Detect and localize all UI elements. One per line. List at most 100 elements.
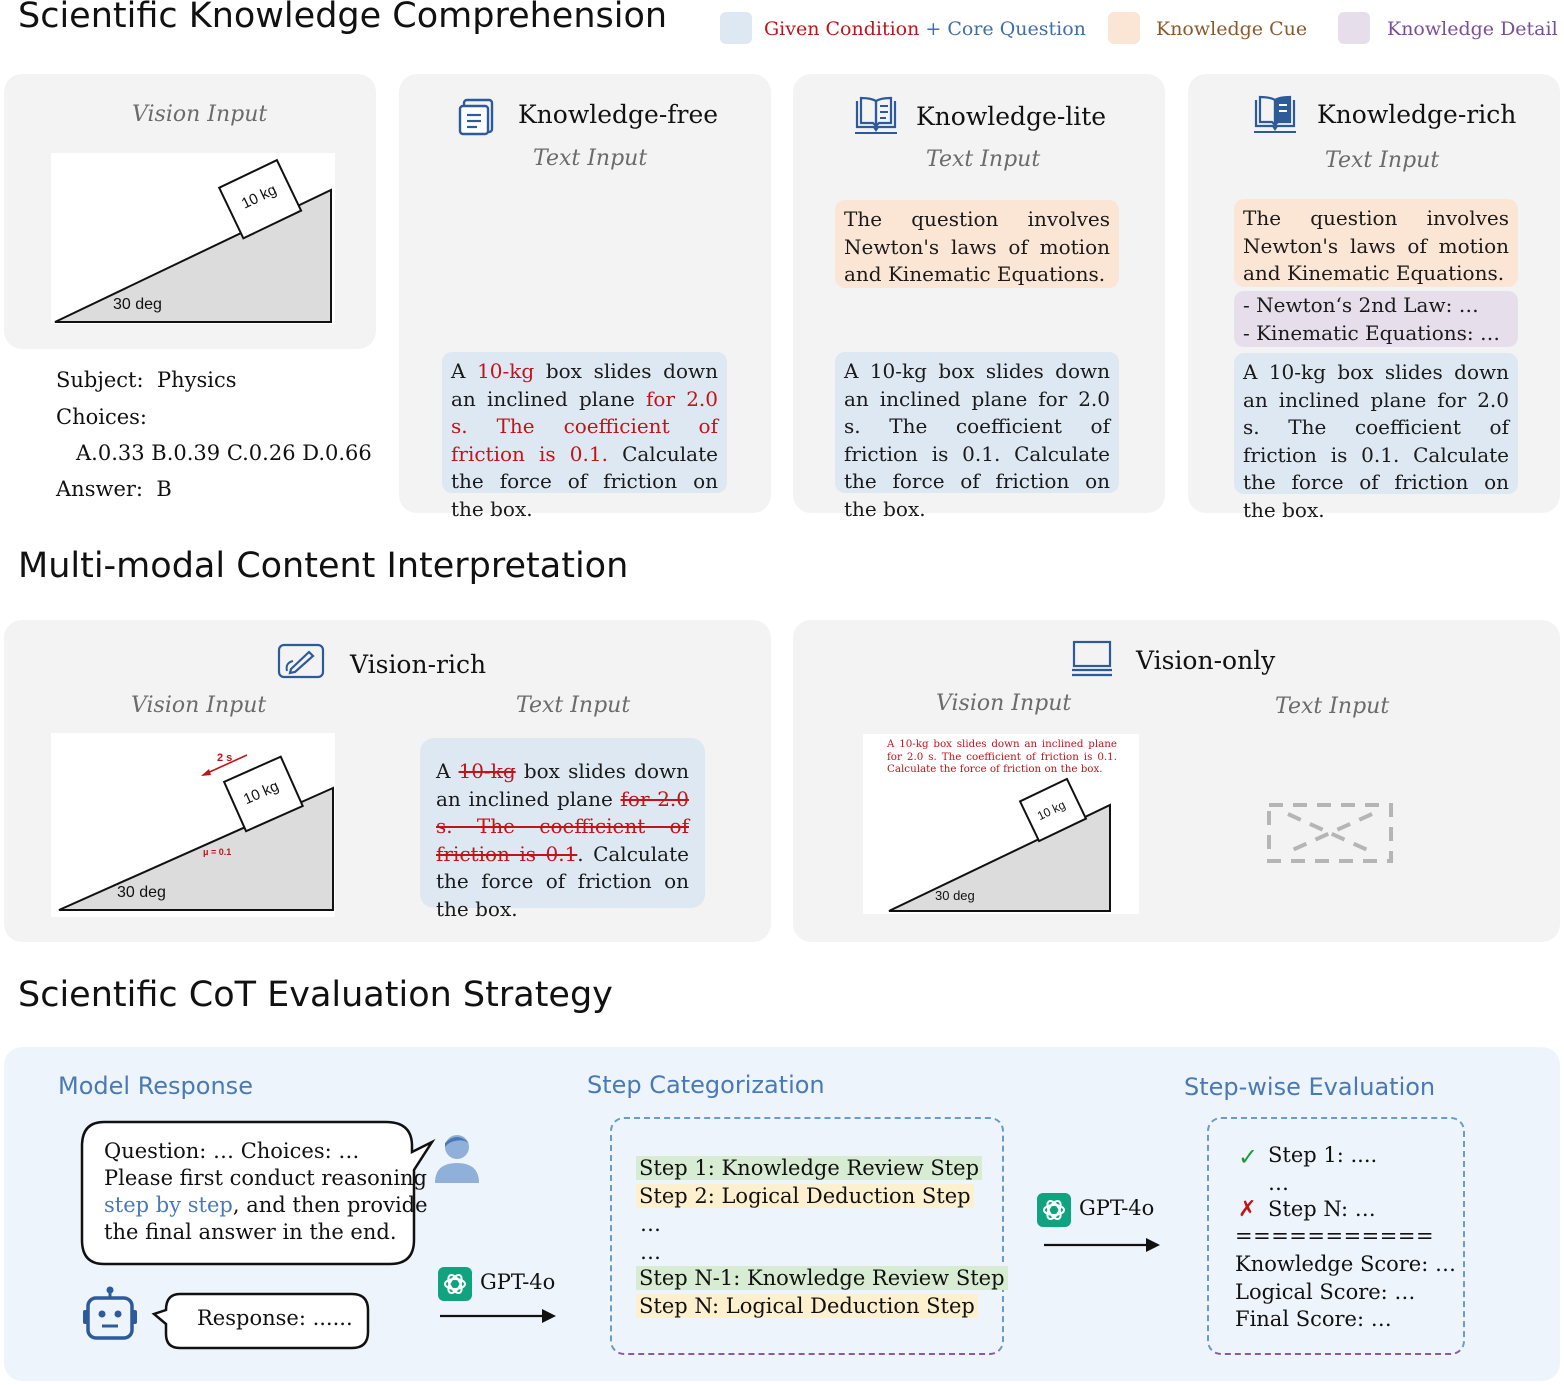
struck-time-friction: for 2.0 s. The coefficient of friction i… bbox=[436, 786, 689, 866]
step1-line: Step 1: Knowledge Review Step bbox=[636, 1156, 983, 1180]
eval-ellipsis: … bbox=[1268, 1171, 1289, 1195]
legend-given-condition: Given Condition bbox=[764, 18, 920, 40]
knowledge-lite-question: A 10-kg box slides down an inclined plan… bbox=[835, 352, 1119, 521]
choices-label: Choices: bbox=[56, 405, 147, 429]
knowledge-rich-title: Knowledge-rich bbox=[1317, 100, 1517, 129]
robot-icon bbox=[83, 1286, 137, 1340]
vision-only-diagram: 10 kg 30 deg bbox=[888, 777, 1111, 912]
knowledge-lite-title: Knowledge-lite bbox=[916, 102, 1107, 131]
model-response-title: Model Response bbox=[58, 1072, 253, 1100]
vision-rich-title: Vision-rich bbox=[350, 650, 487, 679]
angle-label: 30 deg bbox=[113, 296, 162, 313]
incline-diagram: 10 kg 30 deg bbox=[54, 158, 332, 323]
knowledge-rich-question: A 10-kg box slides down an inclined plan… bbox=[1234, 353, 1518, 522]
embedded-question-text: A 10-kg box slides down an inclined plan… bbox=[887, 738, 1117, 775]
no-text-icon bbox=[1267, 803, 1393, 863]
open-book-icon bbox=[855, 96, 897, 134]
incline-figure: 10 kg 30 deg bbox=[51, 153, 335, 324]
prompt-line4: the final answer in the end. bbox=[104, 1220, 397, 1244]
legend-swatch-orange bbox=[1108, 12, 1140, 44]
vision-rich-question: A 10-kg box slides down an inclined plan… bbox=[420, 738, 705, 921]
vision-only-text-input-label: Text Input bbox=[1275, 694, 1390, 719]
section-title-multimodal: Multi-modal Content Interpretation bbox=[18, 546, 629, 586]
cross-icon: ✗ bbox=[1238, 1197, 1257, 1222]
knowledge-rich-cue: The question involves Newton's laws of m… bbox=[1234, 199, 1518, 287]
step2-line: Step 2: Logical Deduction Step bbox=[636, 1184, 974, 1208]
box-10kg bbox=[1018, 777, 1088, 843]
stepwise-evaluation-title: Step-wise Evaluation bbox=[1184, 1073, 1436, 1101]
knowledge-score: Knowledge Score: … bbox=[1235, 1252, 1456, 1276]
given-mass: 10-kg bbox=[477, 359, 535, 383]
ellipsis-2: … bbox=[640, 1240, 661, 1264]
stepwise-evaluation-box bbox=[1207, 1117, 1465, 1355]
section-title-knowledge: Scientific Knowledge Comprehension bbox=[18, 0, 668, 36]
gpt-label-2: GPT-4o bbox=[1079, 1196, 1155, 1220]
ellipsis-1: … bbox=[640, 1212, 661, 1236]
answer-line: Answer: B bbox=[56, 477, 172, 501]
given-time-friction: for 2.0 s. The coefficient of friction i… bbox=[451, 386, 718, 466]
legend-given-core: Given Condition + Core Question bbox=[764, 18, 1086, 40]
step-by-step-text: step by step bbox=[104, 1193, 233, 1217]
subject-value: Physics bbox=[156, 368, 237, 392]
gpt-label-1: GPT-4o bbox=[480, 1270, 556, 1294]
knowledge-lite-text-input-label: Text Input bbox=[926, 147, 1041, 172]
monitor-icon bbox=[1072, 640, 1112, 677]
step-categorization-box bbox=[610, 1117, 1004, 1355]
legend-swatch-blue bbox=[720, 12, 752, 44]
response-bubble bbox=[151, 1292, 370, 1350]
logical-score: Logical Score: … bbox=[1235, 1280, 1416, 1304]
vision-only-vision-input-label: Vision Input bbox=[936, 691, 1072, 716]
knowledge-free-text-input-label: Text Input bbox=[533, 146, 648, 171]
choices-value: A.0.33 B.0.39 C.0.26 D.0.66 bbox=[76, 441, 372, 465]
motion-arrow bbox=[202, 754, 248, 776]
arrow-to-evaluation bbox=[1044, 1238, 1160, 1252]
stepn-line: Step N: Logical Deduction Step bbox=[636, 1294, 978, 1318]
detail-kinematic: - Kinematic Equations: … bbox=[1243, 320, 1500, 345]
response-text: Response: ...... bbox=[197, 1306, 353, 1330]
vision-rich-figure: 10 kg 2 s μ = 0.1 30 deg bbox=[51, 733, 335, 917]
book-icon bbox=[1254, 95, 1296, 133]
struck-mass: 10-kg bbox=[458, 759, 516, 783]
legend-swatch-purple bbox=[1338, 12, 1370, 44]
knowledge-rich-text-input-label: Text Input bbox=[1325, 148, 1440, 173]
legend-knowledge-detail: Knowledge Detail bbox=[1387, 18, 1558, 40]
eval-step1: Step 1: .... bbox=[1268, 1143, 1378, 1167]
motion-arrowhead bbox=[201, 769, 211, 776]
knowledge-free-title: Knowledge-free bbox=[518, 100, 719, 129]
user-avatar-icon bbox=[435, 1135, 479, 1183]
vision-only-figure: A 10-kg box slides down an inclined plan… bbox=[863, 734, 1139, 914]
friction-label: μ = 0.1 bbox=[203, 847, 231, 857]
knowledge-free-question: A 10-kg box slides down an inclined plan… bbox=[442, 352, 727, 521]
gpt-logo-icon bbox=[438, 1267, 472, 1301]
eval-stepn: Step N: … bbox=[1268, 1197, 1376, 1221]
prompt-line3: step by step, and then provide bbox=[104, 1193, 428, 1217]
prompt-line1: Question: … Choices: … bbox=[104, 1139, 360, 1163]
answer-value: B bbox=[156, 477, 172, 501]
angle-label: 30 deg bbox=[117, 884, 166, 901]
box-10kg bbox=[217, 158, 303, 240]
legend-core-question: Core Question bbox=[947, 18, 1086, 40]
legend-plus: + bbox=[925, 18, 942, 40]
vision-rich-text-input-label: Text Input bbox=[516, 693, 631, 718]
detail-newton: - Newton‘s 2nd Law: … bbox=[1243, 293, 1479, 317]
check-icon: ✓ bbox=[1238, 1143, 1259, 1171]
box-10kg bbox=[222, 755, 305, 833]
vision-rich-vision-input-label: Vision Input bbox=[131, 693, 267, 718]
prompt-bubble bbox=[80, 1120, 436, 1266]
stepn1-line: Step N-1: Knowledge Review Step bbox=[636, 1266, 1008, 1290]
arrow-to-categorization bbox=[440, 1309, 556, 1323]
answer-label: Answer: bbox=[56, 477, 143, 501]
subject-line: Subject: Physics bbox=[56, 368, 237, 392]
knowledge-lite-cue: The question involves Newton's laws of m… bbox=[835, 200, 1119, 288]
pencil-icon bbox=[277, 643, 325, 679]
legend-knowledge-cue: Knowledge Cue bbox=[1156, 18, 1308, 40]
subject-label: Subject: bbox=[56, 368, 144, 392]
document-icon bbox=[458, 98, 494, 136]
step-categorization-title: Step Categorization bbox=[587, 1071, 825, 1099]
angle-label: 30 deg bbox=[935, 888, 975, 903]
gpt-logo-icon bbox=[1037, 1193, 1071, 1227]
vision-rich-diagram: 10 kg 2 s μ = 0.1 30 deg bbox=[58, 752, 334, 911]
prompt-line2: Please first conduct reasoning bbox=[104, 1166, 427, 1190]
section-title-cot: Scientific CoT Evaluation Strategy bbox=[18, 975, 613, 1015]
separator: =========== bbox=[1235, 1224, 1435, 1248]
